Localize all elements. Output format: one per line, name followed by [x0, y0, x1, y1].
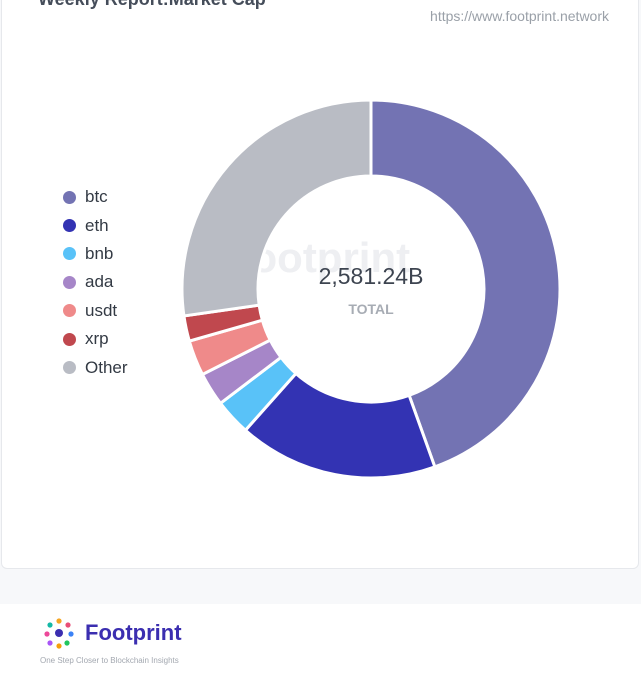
footer-tagline: One Step Closer to Blockchain Insights — [40, 656, 179, 665]
legend-item-eth[interactable]: eth — [63, 211, 128, 239]
legend-dot-other — [63, 361, 76, 375]
footprint-logo-icon — [44, 618, 74, 649]
donut-slices — [180, 98, 562, 480]
donut-chart: Footprint 2,581.24B TOTAL — [180, 98, 562, 480]
footer: Footprint One Step Closer to Blockchain … — [0, 604, 641, 676]
legend-label-xrp: xrp — [85, 329, 109, 349]
legend-dot-eth — [63, 219, 76, 233]
source-link[interactable]: https://www.footprint.network — [430, 8, 609, 24]
legend-item-other[interactable]: Other — [63, 353, 128, 381]
slice-other[interactable] — [180, 98, 373, 318]
legend-item-btc[interactable]: btc — [63, 183, 128, 211]
slice-btc[interactable] — [369, 98, 562, 469]
legend-dot-bnb — [63, 247, 76, 261]
legend-item-bnb[interactable]: bnb — [63, 240, 128, 268]
legend-dot-ada — [63, 275, 76, 289]
total-label: TOTAL — [348, 301, 394, 317]
legend: btc eth bnb ada usdt xrp Other — [63, 183, 128, 382]
footer-logo[interactable]: Footprint — [39, 616, 182, 650]
legend-label-usdt: usdt — [85, 300, 118, 320]
legend-label-other: Other — [85, 357, 128, 377]
legend-item-usdt[interactable]: usdt — [63, 297, 128, 325]
legend-dot-xrp — [63, 332, 76, 346]
legend-label-ada: ada — [85, 272, 114, 292]
legend-item-ada[interactable]: ada — [63, 268, 128, 296]
legend-dot-btc — [63, 190, 76, 204]
legend-label-eth: eth — [85, 215, 109, 235]
legend-label-btc: btc — [85, 187, 108, 207]
legend-item-xrp[interactable]: xrp — [63, 325, 128, 353]
legend-dot-usdt — [63, 304, 76, 318]
legend-label-bnb: bnb — [85, 243, 114, 263]
footer-brand: Footprint — [85, 620, 182, 645]
chart-title: Weekly Report:Market Cap — [38, 0, 266, 10]
total-value: 2,581.24B — [319, 263, 424, 289]
